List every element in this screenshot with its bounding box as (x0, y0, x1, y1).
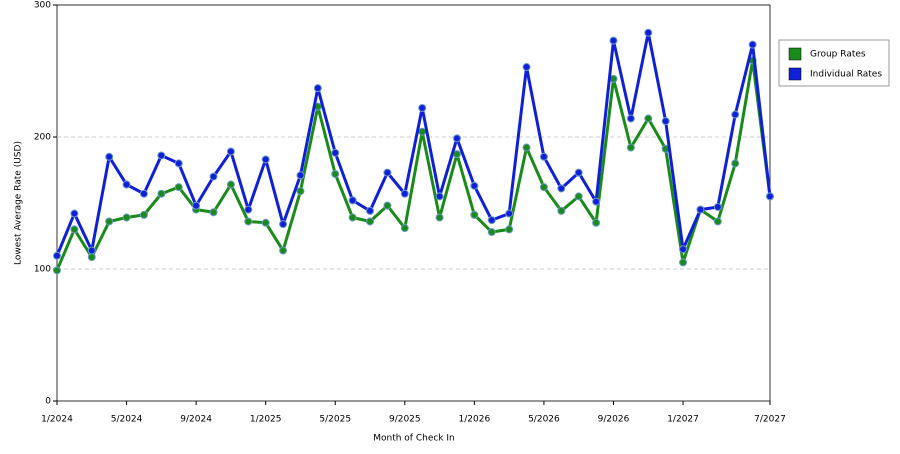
data-point (679, 258, 688, 267)
data-point (244, 205, 253, 214)
data-point (713, 217, 722, 226)
data-point (261, 218, 270, 227)
data-point (157, 151, 166, 160)
x-tick-label: 9/2026 (598, 415, 630, 425)
data-point (574, 168, 583, 177)
data-point (70, 209, 79, 218)
data-point (592, 197, 601, 206)
legend-swatch (788, 47, 802, 61)
x-tick-label: 1/2025 (250, 415, 282, 425)
data-point (644, 114, 653, 123)
data-point (87, 253, 96, 262)
data-point (609, 36, 618, 45)
x-tick-label: 5/2026 (528, 415, 560, 425)
data-point (661, 117, 670, 126)
data-point (105, 152, 114, 161)
data-point (331, 169, 340, 178)
data-point (452, 134, 461, 143)
data-point (435, 192, 444, 201)
data-point (157, 189, 166, 198)
x-tick-label: 9/2024 (180, 415, 212, 425)
data-point (122, 213, 131, 222)
legend-label: Individual Rates (810, 70, 882, 80)
x-axis-label: Month of Check In (373, 434, 455, 444)
data-point (105, 217, 114, 226)
data-point (522, 143, 531, 152)
data-point (174, 159, 183, 168)
data-point (87, 246, 96, 255)
data-point (122, 180, 131, 189)
data-point (53, 266, 61, 275)
data-point (261, 155, 270, 164)
data-point (713, 202, 722, 211)
data-point (644, 28, 653, 37)
data-point (592, 218, 601, 227)
data-point (348, 213, 357, 222)
data-point (470, 181, 479, 190)
data-point (539, 152, 548, 161)
data-point (470, 210, 479, 219)
y-axis-label: Lowest Average Rate (USD) (14, 141, 24, 265)
data-point (626, 143, 635, 152)
data-point (313, 84, 322, 93)
data-point (418, 127, 427, 136)
y-tick-label: 100 (34, 265, 51, 275)
data-point (400, 189, 409, 198)
legend-swatch (788, 67, 802, 81)
data-point (244, 217, 253, 226)
data-point (348, 196, 357, 205)
y-tick-label: 300 (34, 1, 51, 11)
data-point (279, 246, 288, 255)
data-point (331, 148, 340, 157)
data-point (539, 183, 548, 192)
data-point (53, 251, 61, 260)
y-tick-label: 0 (45, 397, 51, 407)
data-point (296, 171, 305, 180)
x-tick-label: 5/2024 (111, 415, 143, 425)
data-point (505, 209, 514, 218)
data-point (192, 201, 201, 210)
data-point (574, 192, 583, 201)
data-point (226, 147, 235, 156)
data-point (139, 189, 148, 198)
data-point (383, 201, 392, 210)
data-point (70, 225, 79, 234)
data-point (766, 192, 774, 201)
data-point (505, 225, 514, 234)
y-tick-label: 200 (34, 133, 51, 143)
plot-area (56, 4, 771, 402)
data-point (383, 168, 392, 177)
data-point (139, 210, 148, 219)
data-point (209, 208, 218, 217)
data-point (366, 217, 375, 226)
data-point (209, 172, 218, 181)
data-point (696, 205, 705, 214)
data-point (296, 187, 305, 196)
data-point (731, 159, 740, 168)
data-point (418, 103, 427, 112)
x-tick-label: 1/2027 (667, 415, 699, 425)
data-point (366, 206, 375, 215)
x-tick-label: 1/2026 (459, 415, 491, 425)
x-tick-label: 5/2025 (319, 415, 351, 425)
data-point (679, 245, 688, 254)
data-point (435, 213, 444, 222)
data-point (487, 228, 496, 237)
data-point (279, 220, 288, 229)
data-point (487, 216, 496, 225)
data-point (557, 184, 566, 193)
data-point (174, 183, 183, 192)
data-point (226, 180, 235, 189)
data-point (731, 110, 740, 119)
data-point (748, 40, 757, 49)
data-point (557, 206, 566, 215)
legend-label: Group Rates (810, 50, 866, 60)
x-tick-label: 9/2025 (389, 415, 421, 425)
data-point (400, 224, 409, 233)
data-point (522, 63, 531, 72)
x-tick-label: 7/2027 (754, 415, 786, 425)
data-point (626, 114, 635, 123)
x-tick-label: 1/2024 (41, 415, 73, 425)
